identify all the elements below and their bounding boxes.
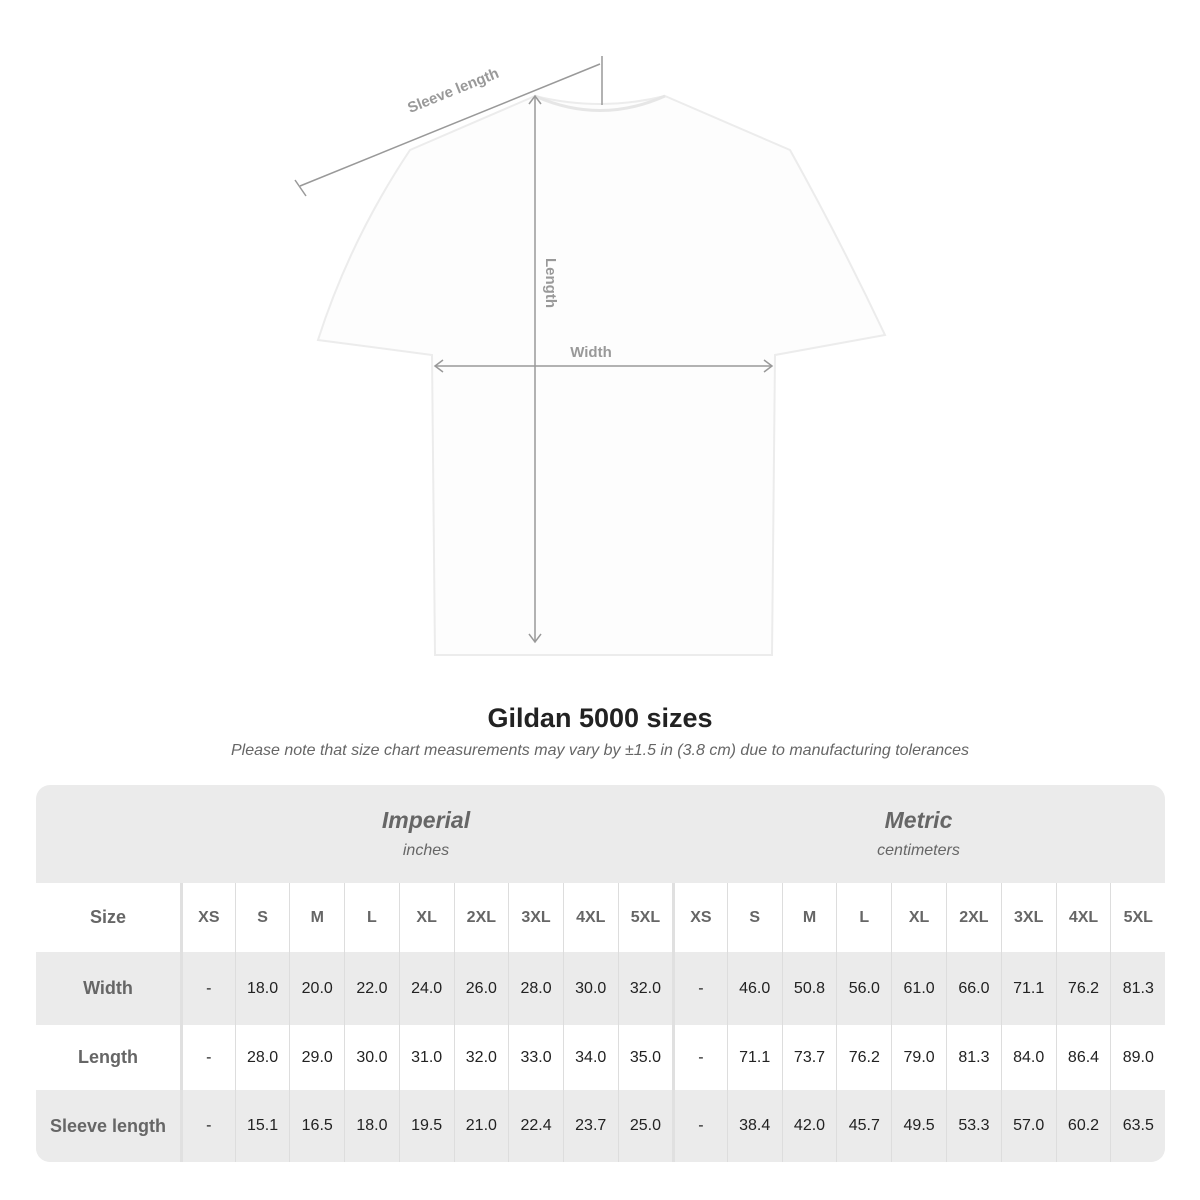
value-cell: 60.2 xyxy=(1055,1090,1111,1162)
value-cell: 84.0 xyxy=(1000,1025,1056,1090)
value-cell: - xyxy=(180,952,235,1025)
tolerance-note: Please note that size chart measurements… xyxy=(230,742,970,759)
value-cell: 28.0 xyxy=(234,1025,290,1090)
value-cell: 21.0 xyxy=(453,1090,509,1162)
value-cell: 50.8 xyxy=(781,952,837,1025)
value-cell: 81.3 xyxy=(1110,952,1165,1025)
row-label: Sleeve length xyxy=(49,1115,167,1136)
value-cell: 63.5 xyxy=(1110,1090,1165,1162)
value-cell: 34.0 xyxy=(562,1025,618,1090)
value-cell: 56.0 xyxy=(836,952,891,1025)
value-cell: 19.5 xyxy=(398,1090,454,1162)
value-cell: 86.4 xyxy=(1055,1025,1111,1090)
value-cell: 25.0 xyxy=(617,1090,673,1162)
value-cell: 16.5 xyxy=(289,1090,344,1162)
size-header-imperial: 4XL xyxy=(562,883,618,952)
value-cell: - xyxy=(672,1025,727,1090)
size-header-imperial: XS xyxy=(180,883,235,952)
size-header-imperial: 5XL xyxy=(617,883,673,952)
value-cell: 73.7 xyxy=(781,1025,837,1090)
value-cell: 30.0 xyxy=(344,1025,399,1090)
size-header-imperial: XL xyxy=(398,883,454,952)
value-cell: 53.3 xyxy=(946,1090,1001,1162)
size-header-metric: M xyxy=(781,883,837,952)
width-label: Width xyxy=(570,344,612,361)
length-label: Length xyxy=(542,258,559,308)
value-cell: 46.0 xyxy=(726,952,782,1025)
size-header-metric: L xyxy=(836,883,891,952)
size-header-metric: 2XL xyxy=(946,883,1001,952)
value-cell: 42.0 xyxy=(781,1090,837,1162)
value-cell: 23.7 xyxy=(562,1090,618,1162)
value-cell: 22.4 xyxy=(508,1090,563,1162)
value-cell: 20.0 xyxy=(289,952,344,1025)
size-header-metric: S xyxy=(726,883,782,952)
value-cell: 33.0 xyxy=(508,1025,563,1090)
size-header-imperial: L xyxy=(344,883,399,952)
size-header-imperial: M xyxy=(289,883,344,952)
size-header-imperial: 3XL xyxy=(508,883,563,952)
value-cell: 81.3 xyxy=(946,1025,1001,1090)
chart-title: Gildan 5000 sizes xyxy=(487,703,713,733)
value-cell: 24.0 xyxy=(398,952,454,1025)
size-header-metric: XS xyxy=(672,883,727,952)
value-cell: 89.0 xyxy=(1110,1025,1165,1090)
value-cell: 28.0 xyxy=(508,952,563,1025)
metric-group: Metric centimeters xyxy=(672,785,1165,883)
size-header-imperial: 2XL xyxy=(453,883,509,952)
row-label: Length xyxy=(78,1047,138,1067)
value-cell: 38.4 xyxy=(726,1090,782,1162)
value-cell: 32.0 xyxy=(617,952,673,1025)
value-cell: 61.0 xyxy=(891,952,946,1025)
value-cell: 49.5 xyxy=(891,1090,946,1162)
value-cell: - xyxy=(180,1025,235,1090)
imperial-group: Imperial inches xyxy=(180,785,672,883)
value-cell: - xyxy=(180,1090,235,1162)
value-cell: 22.0 xyxy=(344,952,399,1025)
value-cell: 30.0 xyxy=(562,952,618,1025)
value-cell: - xyxy=(672,1090,727,1162)
row-label: Size xyxy=(89,907,127,927)
value-cell: 76.2 xyxy=(836,1025,891,1090)
value-cell: 71.1 xyxy=(1000,952,1056,1025)
size-table: Imperial inches Metric centimeters Size X… xyxy=(36,785,1165,1162)
row-label: Width xyxy=(83,978,133,998)
sleeve-measure-line xyxy=(299,63,601,187)
size-header-imperial: S xyxy=(234,883,290,952)
value-cell: 79.0 xyxy=(891,1025,946,1090)
value-cell: 35.0 xyxy=(617,1025,673,1090)
value-cell: 26.0 xyxy=(453,952,509,1025)
value-cell: 18.0 xyxy=(344,1090,399,1162)
value-cell: 15.1 xyxy=(234,1090,290,1162)
value-cell: 57.0 xyxy=(1000,1090,1056,1162)
table-row: Length -28.0 29.0 30.0 31.0 32.0 33.0 34.0 35.0-… xyxy=(36,1025,1165,1090)
value-cell: 66.0 xyxy=(946,952,1001,1025)
tshirt-diagram: Sleeve length Length Width xyxy=(294,56,887,656)
table-row: Sleeve length -15.1 16.5 18.0 19.5 21.0 22.4 23… xyxy=(36,1090,1165,1162)
table-row: Width -18.0 20.0 22.0 24.0 26.0 28.0 30.0 32.0-4… xyxy=(36,952,1165,1025)
value-cell: 76.2 xyxy=(1055,952,1111,1025)
value-cell: - xyxy=(672,952,727,1025)
size-header-metric: 3XL xyxy=(1000,883,1056,952)
value-cell: 31.0 xyxy=(398,1025,454,1090)
value-cell: 18.0 xyxy=(234,952,290,1025)
tshirt-shape xyxy=(316,94,887,656)
size-header-metric: 4XL xyxy=(1055,883,1111,952)
size-header-metric: XL xyxy=(891,883,946,952)
value-cell: 45.7 xyxy=(836,1090,891,1162)
value-cell: 32.0 xyxy=(453,1025,509,1090)
value-cell: 71.1 xyxy=(726,1025,782,1090)
sleeve-label: Sleeve length xyxy=(405,65,501,117)
size-header-row: Size XS S M L XL 2XL 3XL 4XL 5XL XS S M L XL 2XL 3XL 4XL 5… xyxy=(36,883,1165,952)
metric-heading: Metric xyxy=(884,807,953,833)
value-cell: 29.0 xyxy=(289,1025,344,1090)
imperial-heading: Imperial xyxy=(381,807,471,833)
size-header-metric: 5XL xyxy=(1110,883,1165,952)
metric-unit: centimeters xyxy=(877,842,960,859)
imperial-unit: inches xyxy=(402,842,450,859)
